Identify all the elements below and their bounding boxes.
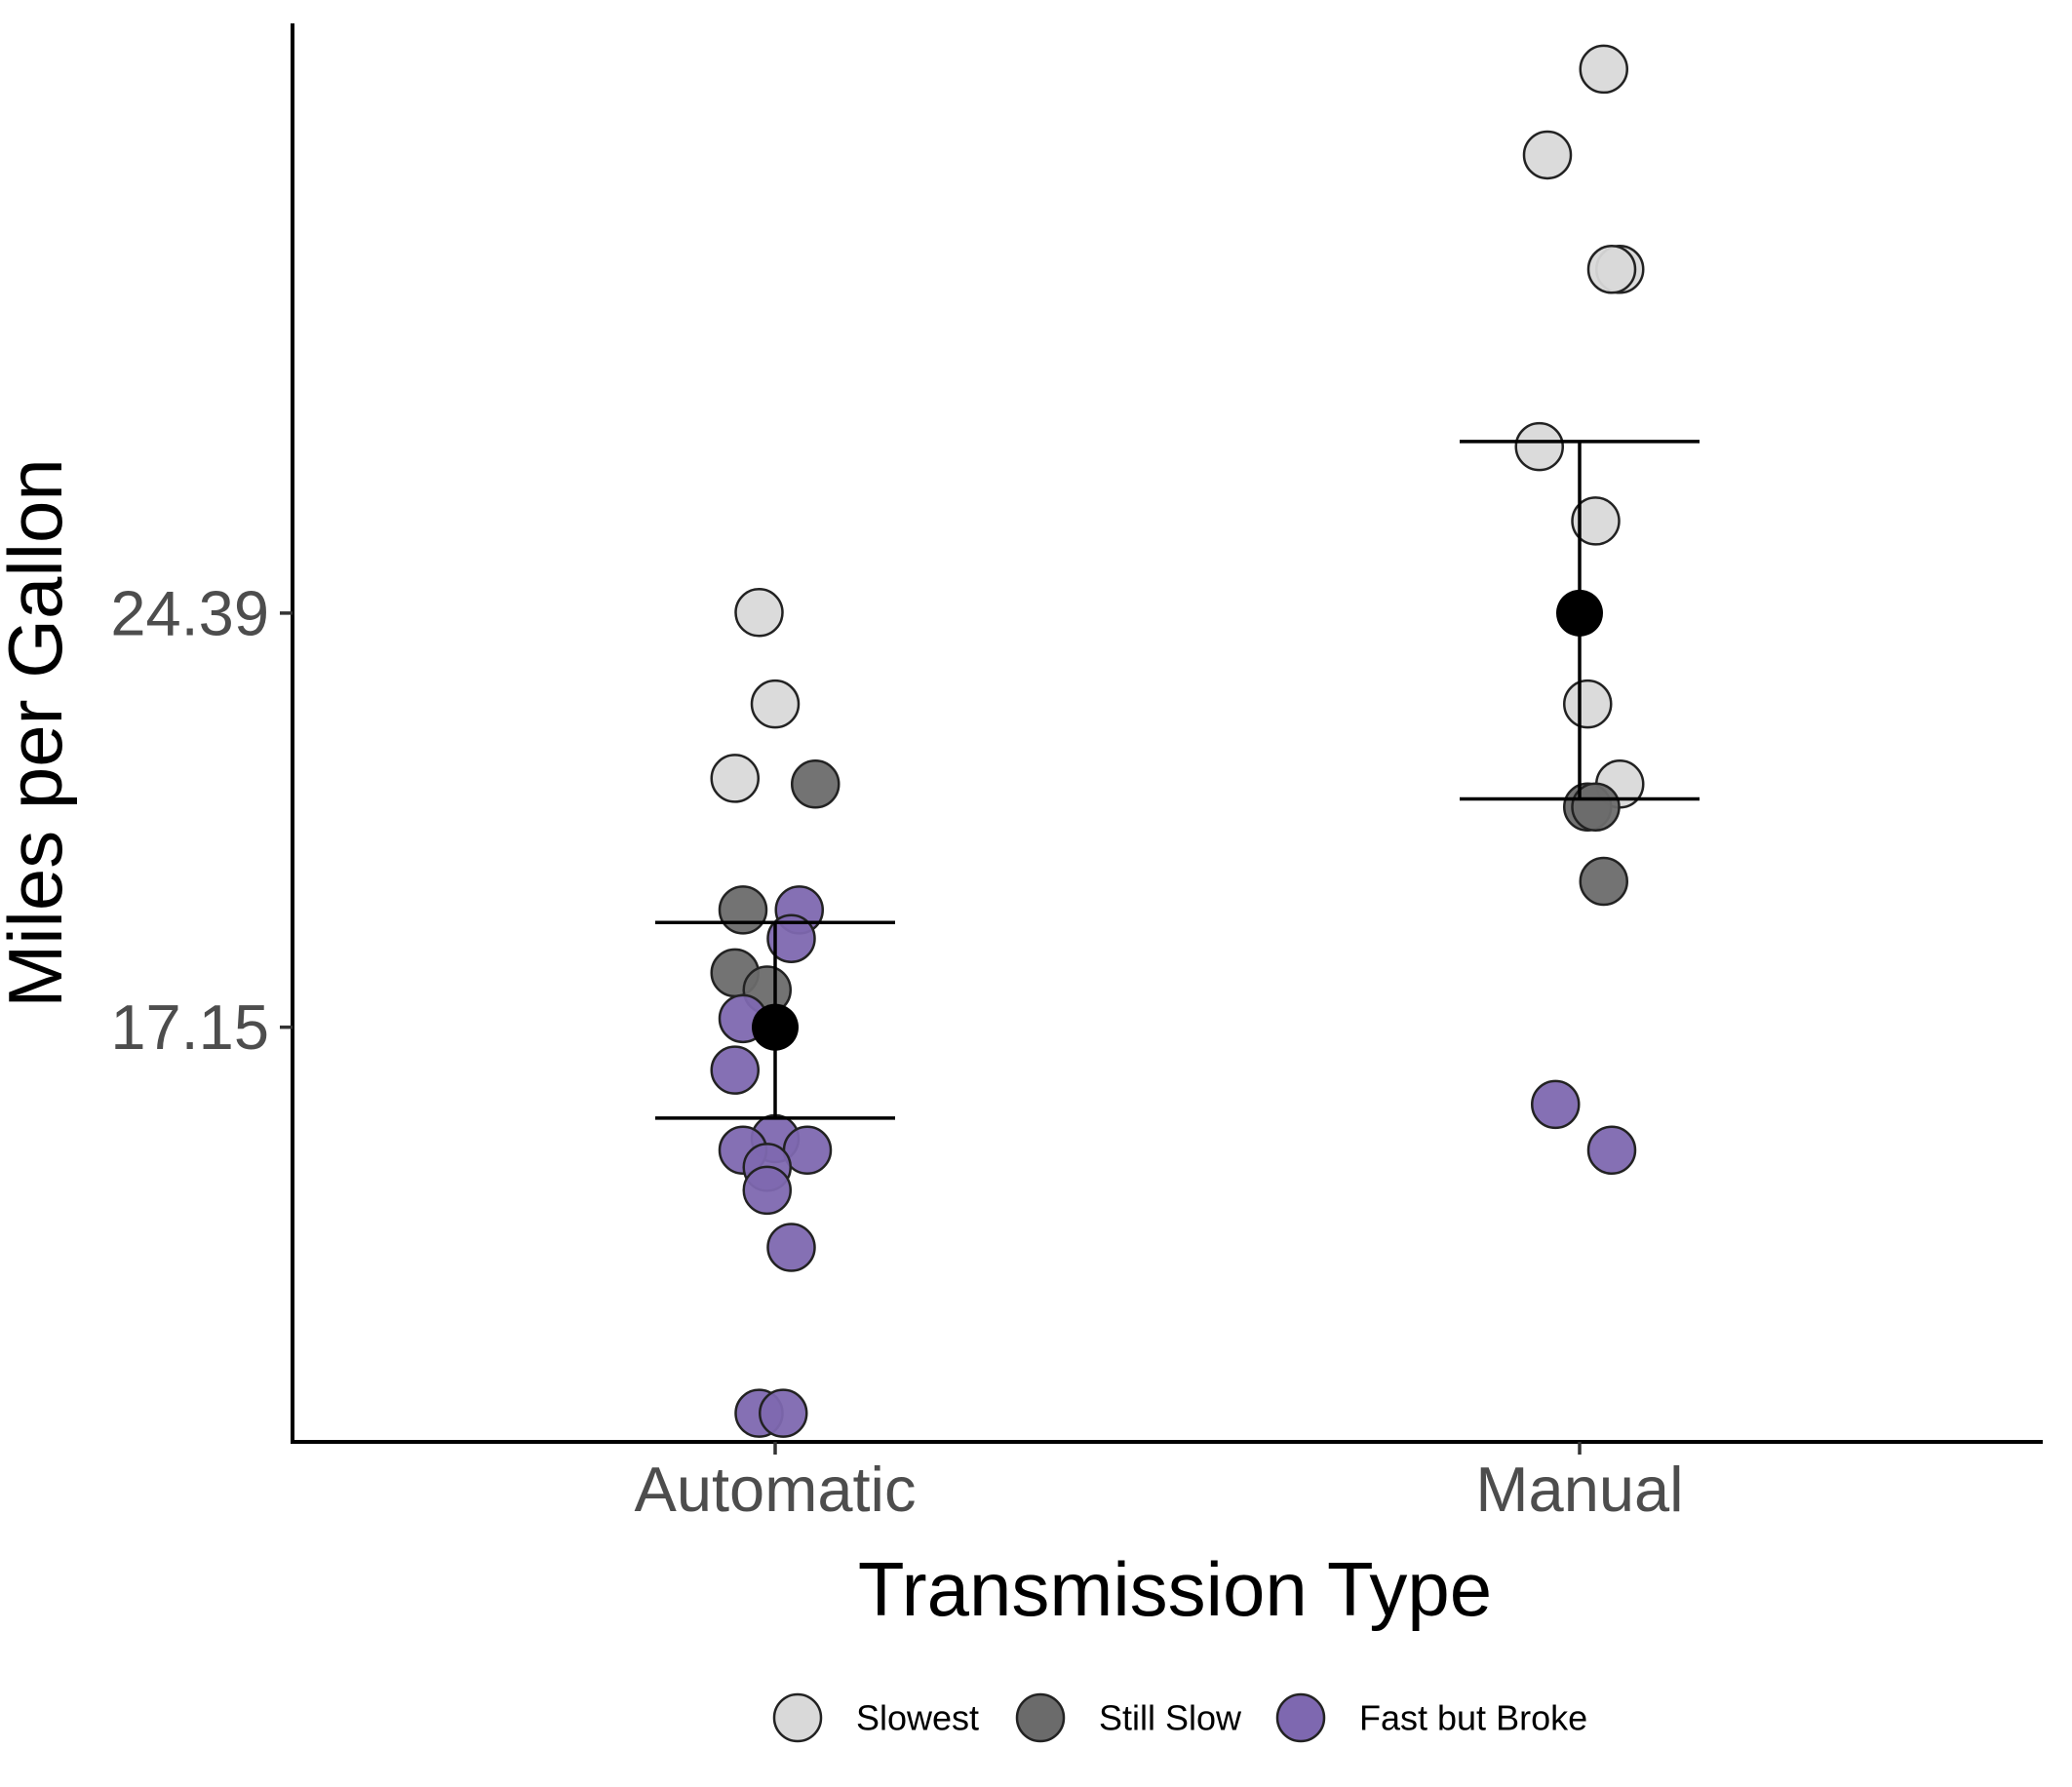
mean-point-automatic (752, 1003, 799, 1051)
legend-key-fast-but-broke (1275, 1692, 1326, 1743)
point-slowest (1563, 679, 1613, 729)
point-fast-but-broke (766, 1223, 816, 1272)
x-tick-label-automatic: Automatic (634, 1454, 916, 1525)
point-still-slow (1571, 782, 1621, 833)
point-slowest (1514, 421, 1564, 472)
points-layer (710, 44, 1645, 1438)
point-slowest (710, 754, 760, 803)
point-slowest (734, 588, 784, 638)
x-axis-title: Transmission Type (858, 1546, 1492, 1632)
point-still-slow (791, 759, 841, 809)
legend-label-still-slow: Still Slow (1099, 1698, 1242, 1738)
point-slowest (1579, 44, 1628, 95)
point-slowest (1522, 130, 1573, 180)
y-tick-label: 17.15 (110, 991, 269, 1063)
y-ticks: 17.15 24.39 (110, 577, 293, 1063)
point-fast-but-broke (742, 1165, 792, 1216)
legend: Slowest Still Slow Fast but Broke (772, 1692, 1587, 1743)
point-still-slow (1579, 856, 1628, 907)
x-ticks: Automatic Manual (634, 1442, 1684, 1525)
legend-key-still-slow (1015, 1692, 1066, 1743)
point-fast-but-broke (766, 913, 816, 963)
y-tick-label: 24.39 (110, 577, 269, 648)
y-axis-title: Miles per Gallon (0, 458, 78, 1008)
point-fast-but-broke (710, 1045, 760, 1095)
x-tick-label-manual: Manual (1475, 1454, 1683, 1525)
summary-layer (655, 440, 1700, 1120)
point-slowest (1586, 245, 1637, 294)
point-fast-but-broke (1531, 1079, 1581, 1130)
point-still-slow (718, 885, 768, 935)
point-slowest (1571, 496, 1621, 546)
point-slowest (750, 679, 801, 729)
legend-label-fast-but-broke: Fast but Broke (1359, 1698, 1587, 1738)
point-fast-but-broke (1586, 1125, 1637, 1176)
legend-label-slowest: Slowest (856, 1698, 979, 1738)
mean-point-manual (1556, 589, 1603, 637)
point-fast-but-broke (759, 1388, 808, 1438)
legend-key-slowest (772, 1692, 823, 1743)
